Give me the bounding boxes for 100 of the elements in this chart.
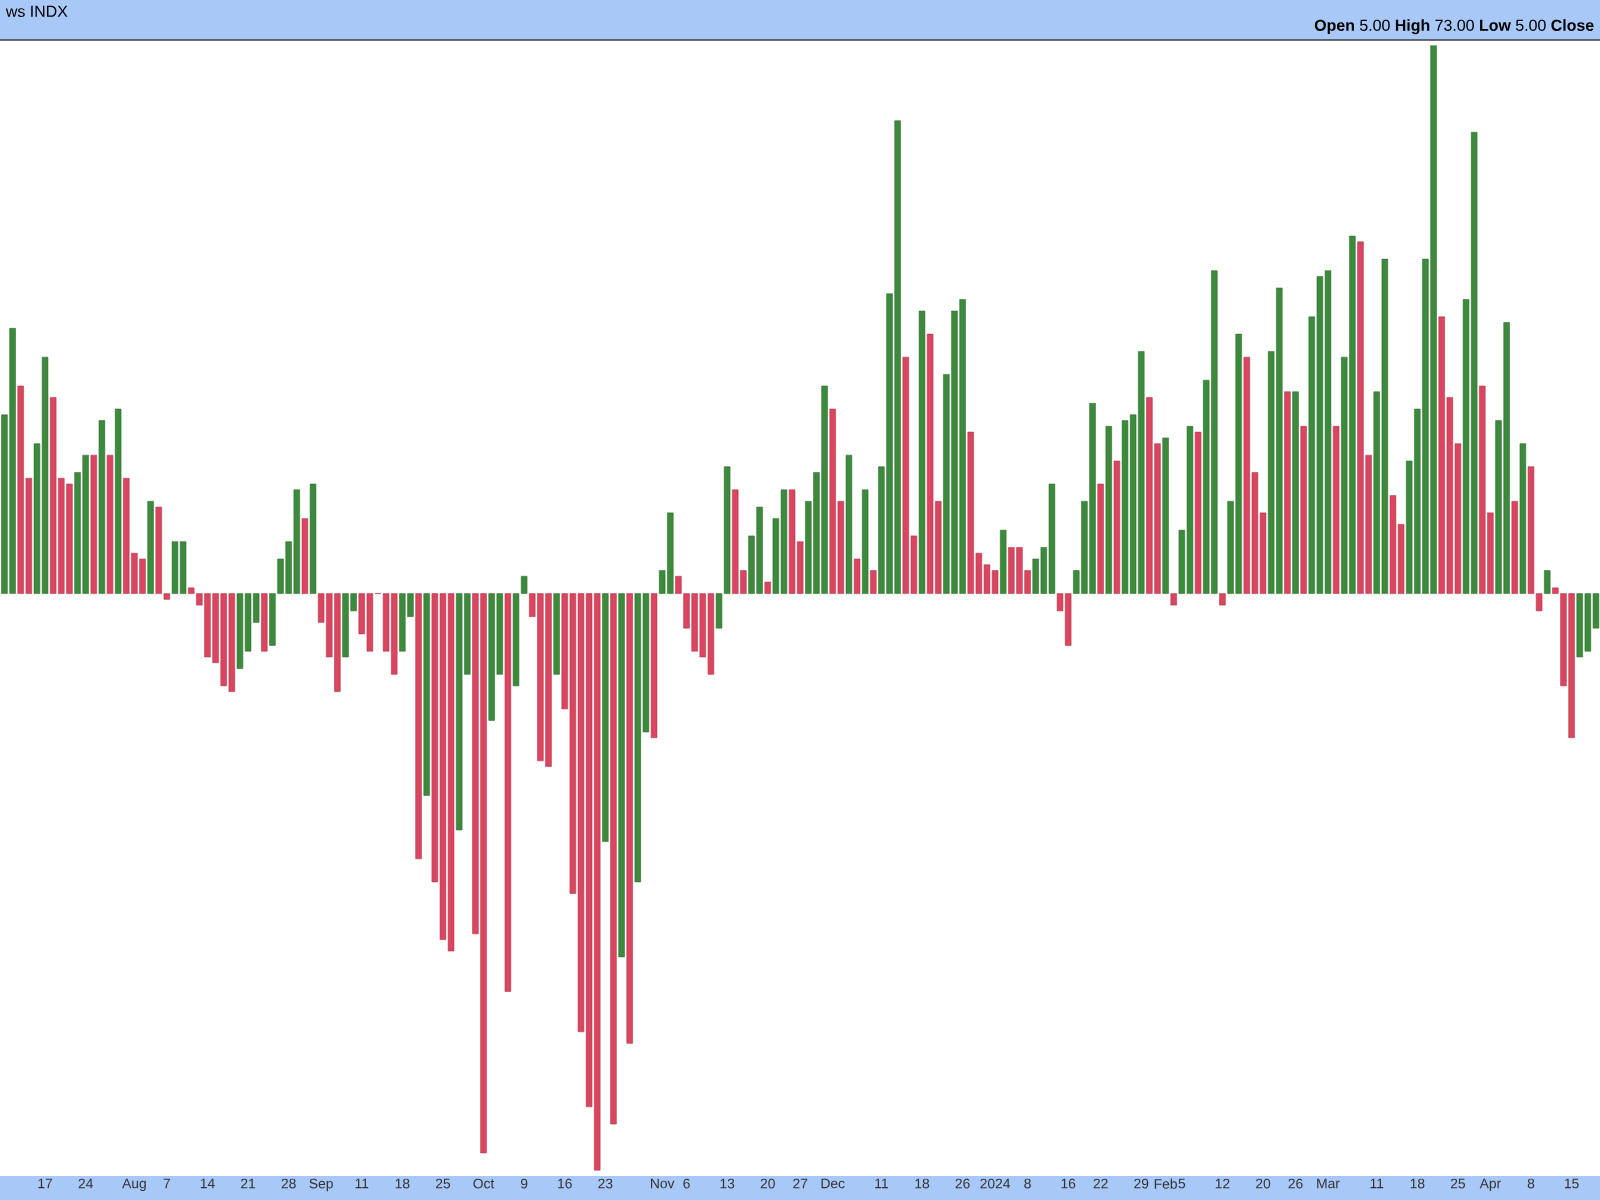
bar	[17, 385, 24, 594]
bar	[829, 408, 836, 594]
bar	[1316, 276, 1324, 594]
bar	[918, 310, 926, 594]
bar	[902, 356, 909, 594]
bar	[204, 593, 211, 658]
bar	[667, 512, 674, 594]
bar	[537, 593, 544, 762]
bar	[707, 593, 715, 675]
bar	[634, 593, 642, 883]
bar	[504, 593, 512, 992]
bar	[545, 593, 552, 767]
bar	[1048, 483, 1056, 594]
bar	[9, 328, 16, 594]
bar	[1332, 426, 1340, 594]
bar	[967, 431, 974, 594]
bar	[90, 454, 97, 594]
bar	[1138, 351, 1145, 594]
bar	[618, 593, 625, 958]
bar	[1170, 593, 1177, 606]
bar	[1381, 258, 1389, 594]
bar	[228, 593, 236, 692]
bar	[1576, 593, 1583, 658]
bar	[334, 593, 341, 692]
bar	[1292, 391, 1299, 594]
bar	[894, 120, 901, 594]
bar	[1519, 443, 1527, 594]
bar	[1162, 437, 1169, 594]
bar	[1430, 45, 1437, 594]
bar	[399, 593, 406, 652]
bar	[123, 477, 130, 594]
bar	[480, 593, 487, 1154]
bar	[788, 489, 796, 594]
bar	[49, 397, 57, 594]
bar	[447, 593, 455, 952]
bar	[602, 593, 609, 842]
bar	[691, 593, 698, 652]
bar	[1544, 570, 1551, 594]
bar	[1284, 391, 1291, 594]
bar	[1016, 547, 1023, 594]
bar	[1300, 426, 1307, 594]
bar	[1113, 460, 1121, 594]
bar	[1438, 316, 1445, 594]
bar	[821, 385, 828, 594]
bar	[1389, 495, 1397, 594]
bar	[82, 454, 89, 594]
bar	[1324, 270, 1332, 594]
bar	[1503, 322, 1510, 594]
bar	[179, 541, 187, 594]
bar	[626, 593, 633, 1044]
bar	[139, 558, 146, 594]
bar	[1511, 501, 1518, 594]
bar	[415, 593, 422, 860]
bar	[391, 593, 398, 675]
bar	[594, 593, 601, 1171]
bar	[926, 333, 934, 594]
bar	[1470, 131, 1478, 594]
bar	[1479, 385, 1486, 594]
bar	[732, 489, 739, 594]
bar	[1219, 593, 1226, 606]
bar	[1194, 431, 1202, 594]
bar	[1584, 593, 1592, 652]
bar	[1000, 529, 1007, 594]
bar	[861, 489, 869, 594]
bar	[1146, 397, 1153, 594]
bar	[1211, 270, 1218, 594]
bar	[1097, 483, 1104, 594]
bar	[106, 454, 114, 594]
bar	[553, 593, 560, 675]
bar	[261, 593, 268, 652]
bar	[764, 581, 771, 594]
bar	[98, 420, 106, 594]
bar	[155, 506, 162, 594]
bar	[959, 299, 966, 594]
bar	[342, 593, 349, 658]
bar	[853, 558, 861, 594]
bar	[1568, 593, 1575, 739]
bar	[236, 593, 244, 669]
bar	[1349, 235, 1356, 594]
bar	[1276, 287, 1283, 594]
bar	[147, 501, 154, 594]
bar	[845, 454, 853, 594]
bar	[756, 506, 763, 594]
bar	[488, 593, 495, 721]
bar	[1089, 403, 1096, 594]
bar	[366, 593, 374, 652]
bar	[1357, 241, 1364, 594]
bar	[171, 541, 179, 594]
bar	[423, 593, 430, 796]
bar	[1008, 547, 1015, 594]
bar	[1235, 333, 1242, 594]
bar	[1121, 420, 1129, 594]
bar	[66, 483, 73, 594]
bar	[455, 593, 463, 831]
bar	[1064, 593, 1072, 646]
bar	[610, 593, 617, 1125]
bar	[780, 489, 788, 594]
bar	[650, 593, 658, 739]
bar	[220, 593, 227, 687]
bar	[301, 518, 309, 594]
